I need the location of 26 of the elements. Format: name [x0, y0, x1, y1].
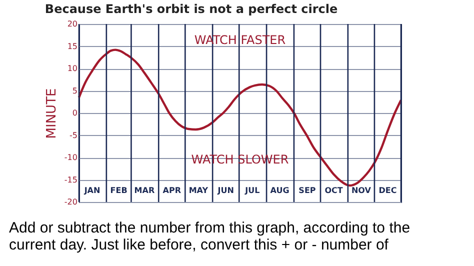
x-tick-label: OCT	[324, 186, 344, 195]
text: current day. Just like before, convert this + or - number of	[9, 236, 390, 254]
x-tick-label: MAY	[188, 186, 208, 195]
y-tick-label: -10	[64, 153, 78, 162]
chart-title: Because Earth's orbit is not a perfect circle	[44, 2, 338, 16]
x-tick-label: APR	[162, 186, 181, 195]
x-tick-label: DEC	[378, 186, 397, 195]
x-tick-label: AUG	[270, 186, 290, 195]
x-tick-label: FEB	[110, 186, 128, 195]
y-tick-label: 15	[67, 42, 78, 51]
x-tick-label: JUL	[244, 186, 260, 195]
line-series	[78, 48, 402, 187]
x-tick-label: MAR	[134, 186, 155, 195]
y-tick-label: 5	[72, 86, 78, 96]
x-tick-label: JUN	[216, 186, 234, 195]
y-axis-title: MINUTE	[44, 88, 60, 139]
text: Add or subtract the number from this graph, according to the	[9, 220, 410, 236]
y-tick-label: 10	[67, 64, 78, 73]
x-tick-label: NOV	[351, 186, 372, 195]
x-tick-label: SEP	[298, 186, 316, 195]
y-tick-label: 0	[72, 108, 78, 118]
y-tick-label: -20	[64, 198, 78, 206]
x-tick-label: JAN	[83, 186, 100, 195]
y-tick-label: -15	[64, 175, 78, 184]
y-tick-label: -5	[70, 130, 78, 140]
y-tick-label: 20	[67, 20, 78, 28]
